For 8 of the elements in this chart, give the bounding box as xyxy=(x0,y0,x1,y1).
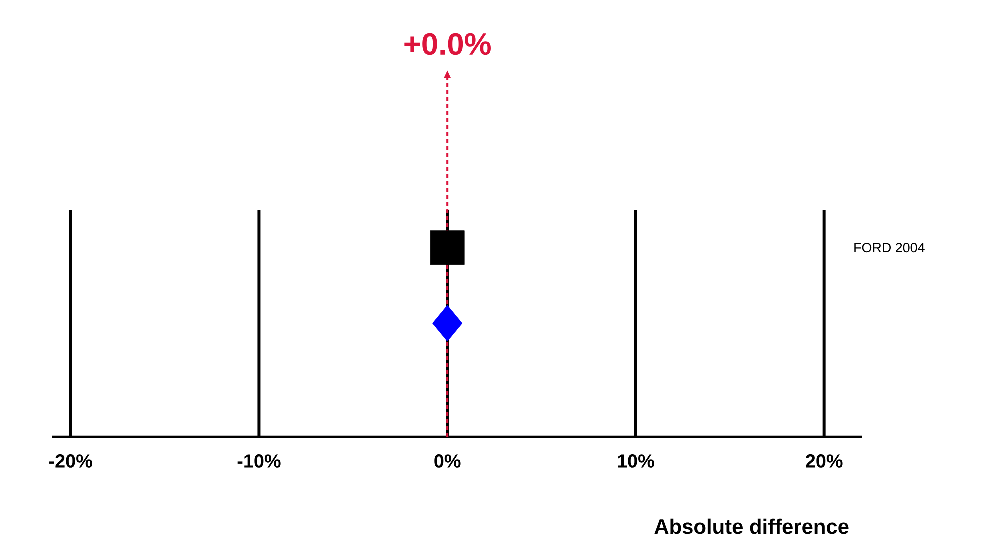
y-tick-label: FORD 2004 xyxy=(854,243,925,253)
ref-line-label: +0.0% xyxy=(404,33,491,56)
x-tick-label: -20% xyxy=(49,454,92,468)
x-tick-label: -10% xyxy=(238,454,281,468)
x-tick-label: 10% xyxy=(618,454,654,468)
x-tick-label: 0% xyxy=(434,454,461,468)
x-axis-title: Absolute difference xyxy=(654,518,849,534)
x-tick-label: 20% xyxy=(806,454,843,468)
